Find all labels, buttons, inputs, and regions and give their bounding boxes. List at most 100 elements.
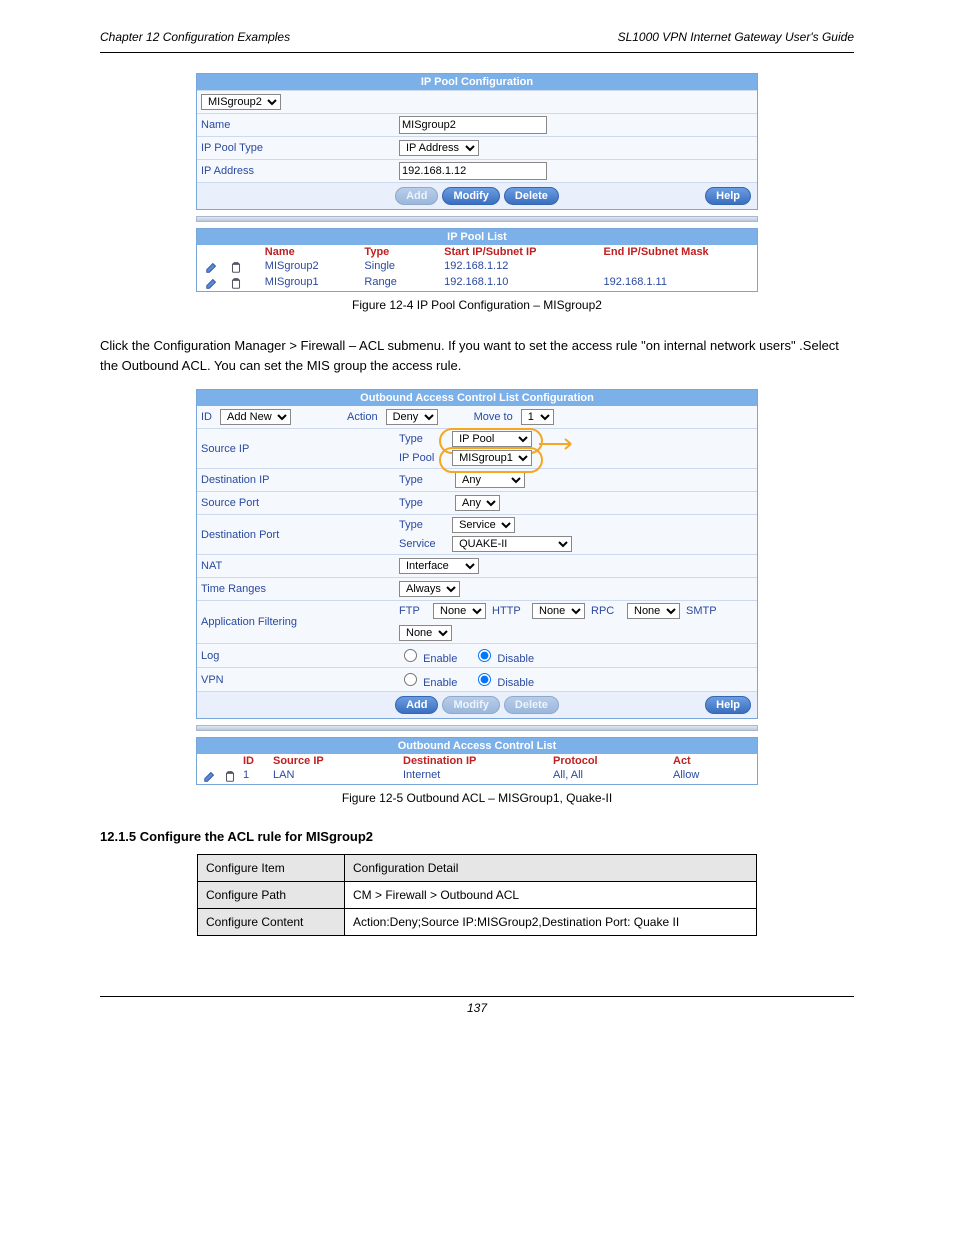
add-button[interactable]: Add xyxy=(395,696,438,714)
http-select[interactable]: None xyxy=(532,603,585,619)
outbound-acl-list-panel: Outbound Access Control List ID Source I… xyxy=(196,737,758,785)
http-label: HTTP xyxy=(492,605,526,617)
log-label: Log xyxy=(197,648,395,664)
rpc-select[interactable]: None xyxy=(627,603,680,619)
destination-ip-type-select[interactable]: Any xyxy=(455,472,525,488)
outbound-acl-config-panel: Outbound Access Control List Configurati… xyxy=(196,389,758,719)
chapter-title: Chapter 12 Configuration Examples xyxy=(100,30,290,44)
arrow-annotation xyxy=(537,437,577,451)
type-label: Type xyxy=(399,433,449,445)
delete-icon[interactable] xyxy=(229,276,243,290)
type-label: Type xyxy=(399,474,449,486)
cell-detail: CM > Firewall > Outbound ACL xyxy=(345,882,757,909)
ip-pool-label: IP Pool xyxy=(399,452,449,464)
panel-title: IP Pool Configuration xyxy=(197,74,757,90)
nat-select[interactable]: Interface xyxy=(399,558,479,574)
source-ip-pool-select[interactable]: MISgroup1 xyxy=(452,450,532,466)
action-select[interactable]: Deny xyxy=(386,409,438,425)
col-src: Source IP xyxy=(273,755,403,767)
smtp-label: SMTP xyxy=(686,605,722,617)
step-text: Click the Configuration Manager > Firewa… xyxy=(100,336,854,375)
edit-icon[interactable] xyxy=(205,276,219,290)
destination-port-label: Destination Port xyxy=(197,527,395,543)
add-button: Add xyxy=(395,187,438,205)
modify-button[interactable]: Modify xyxy=(442,187,499,205)
time-ranges-select[interactable]: Always xyxy=(399,581,460,597)
ip-address-input[interactable] xyxy=(399,162,547,180)
config-summary-table: Configure Item Configuration Detail Conf… xyxy=(197,854,757,936)
cell-src: LAN xyxy=(273,769,403,783)
cell-name: MISgroup1 xyxy=(265,276,365,290)
vpn-disable-radio[interactable]: Disable xyxy=(473,670,534,689)
cell-end: 192.168.1.11 xyxy=(604,276,753,290)
cell-type: Range xyxy=(364,276,444,290)
ip-pool-config-panel: IP Pool Configuration MISgroup2 Name IP … xyxy=(196,73,758,210)
panel-title: Outbound Access Control List Configurati… xyxy=(197,390,757,406)
modify-button: Modify xyxy=(442,696,499,714)
type-label: Type xyxy=(399,519,449,531)
col-item: Configure Item xyxy=(198,855,345,882)
source-port-type-select[interactable]: Any xyxy=(455,495,500,511)
col-detail: Configuration Detail xyxy=(345,855,757,882)
pool-type-label: IP Pool Type xyxy=(197,140,395,156)
type-label: Type xyxy=(399,497,449,509)
log-enable-radio[interactable]: Enable xyxy=(399,646,457,665)
nat-label: NAT xyxy=(197,558,395,574)
col-end: End IP/Subnet Mask xyxy=(604,246,753,258)
help-button[interactable]: Help xyxy=(705,696,751,714)
cell-type: Single xyxy=(364,260,444,274)
edit-icon[interactable] xyxy=(203,769,217,783)
ftp-select[interactable]: None xyxy=(433,603,486,619)
cell-name: MISgroup2 xyxy=(265,260,365,274)
vpn-label: VPN xyxy=(197,672,395,688)
table-row: MISgroup2Single192.168.1.12 xyxy=(197,259,757,275)
product-name: SL1000 VPN Internet Gateway User's Guide xyxy=(618,30,854,44)
help-button[interactable]: Help xyxy=(705,187,751,205)
col-id: ID xyxy=(243,755,273,767)
pool-type-select[interactable]: IP Address xyxy=(399,140,479,156)
destination-port-type-select[interactable]: Service xyxy=(452,517,515,533)
id-select[interactable]: Add New xyxy=(220,409,291,425)
destination-port-service-select[interactable]: QUAKE-II xyxy=(452,536,572,552)
rpc-label: RPC xyxy=(591,605,621,617)
cell-proto: All, All xyxy=(553,769,673,783)
service-label: Service xyxy=(399,538,449,550)
name-input[interactable] xyxy=(399,116,547,134)
vpn-enable-radio[interactable]: Enable xyxy=(399,670,457,689)
panel-title: IP Pool List xyxy=(197,229,757,245)
cell-end xyxy=(604,260,753,274)
source-ip-type-select[interactable]: IP Pool xyxy=(452,431,532,447)
col-start: Start IP/Subnet IP xyxy=(444,246,603,258)
ip-pool-list-panel: IP Pool List Name Type Start IP/Subnet I… xyxy=(196,228,758,292)
delete-icon[interactable] xyxy=(229,260,243,274)
page-number: 137 xyxy=(467,1001,487,1015)
panel-title: Outbound Access Control List xyxy=(197,738,757,754)
col-name: Name xyxy=(265,246,365,258)
log-disable-radio[interactable]: Disable xyxy=(473,646,534,665)
cell-detail: Action:Deny;Source IP:MISGroup2,Destinat… xyxy=(345,909,757,936)
source-ip-label: Source IP xyxy=(197,441,395,457)
separator xyxy=(196,216,758,222)
smtp-select[interactable]: None xyxy=(399,625,452,641)
col-proto: Protocol xyxy=(553,755,673,767)
ftp-label: FTP xyxy=(399,605,427,617)
destination-ip-label: Destination IP xyxy=(197,472,395,488)
header-rule xyxy=(100,52,854,53)
cell-item: Configure Path xyxy=(198,882,345,909)
table-row: 1LANInternetAll, AllAllow xyxy=(197,768,757,784)
edit-icon[interactable] xyxy=(205,260,219,274)
action-label: Action xyxy=(347,411,378,423)
app-filtering-label: Application Filtering xyxy=(197,614,395,630)
move-label: Move to xyxy=(474,411,513,423)
move-select[interactable]: 1 xyxy=(521,409,554,425)
delete-icon[interactable] xyxy=(223,769,237,783)
col-type: Type xyxy=(364,246,444,258)
cell-start: 192.168.1.12 xyxy=(444,260,603,274)
ippool-selector[interactable]: MISgroup2 xyxy=(201,94,281,110)
delete-button: Delete xyxy=(504,696,559,714)
source-port-label: Source Port xyxy=(197,495,395,511)
col-dst: Destination IP xyxy=(403,755,553,767)
delete-button[interactable]: Delete xyxy=(504,187,559,205)
cell-start: 192.168.1.10 xyxy=(444,276,603,290)
table-row: Configure PathCM > Firewall > Outbound A… xyxy=(198,882,757,909)
